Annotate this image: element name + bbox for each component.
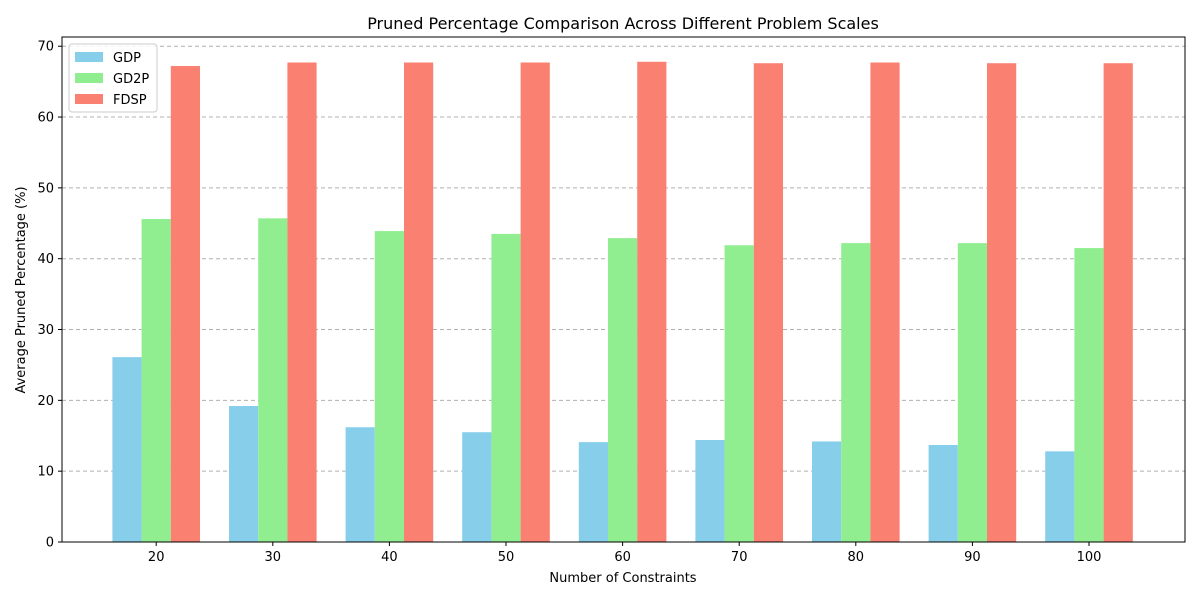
legend-swatch-gd2p bbox=[75, 73, 103, 83]
plot-frame bbox=[61, 36, 1186, 543]
y-tick-label: 60 bbox=[37, 111, 54, 126]
legend-swatch-gdp bbox=[75, 52, 103, 62]
y-tick-label: 40 bbox=[37, 252, 54, 267]
bar-gd2p-100 bbox=[1074, 248, 1104, 542]
bars-layer bbox=[112, 61, 1133, 543]
bar-gdp-40 bbox=[345, 427, 375, 542]
bar-gdp-30 bbox=[229, 406, 259, 542]
bar-gdp-80 bbox=[812, 441, 842, 542]
x-tick-label: 80 bbox=[848, 550, 865, 565]
x-tick-label: 30 bbox=[265, 550, 282, 565]
bar-gd2p-30 bbox=[258, 218, 288, 543]
bar-fdsp-40 bbox=[404, 62, 434, 543]
y-tick-label: 30 bbox=[37, 323, 54, 338]
x-tick-label: 70 bbox=[731, 550, 748, 565]
bar-gd2p-50 bbox=[491, 233, 521, 542]
bar-gdp-20 bbox=[112, 357, 142, 542]
bar-fdsp-20 bbox=[170, 66, 201, 542]
bar-gdp-60 bbox=[578, 442, 609, 542]
x-tick-label: 100 bbox=[1077, 550, 1102, 565]
bar-fdsp-100 bbox=[1103, 63, 1133, 542]
y-tick-label: 50 bbox=[37, 181, 54, 196]
bar-fdsp-30 bbox=[287, 62, 317, 543]
bar-fdsp-90 bbox=[987, 63, 1017, 542]
bar-fdsp-70 bbox=[753, 63, 784, 542]
bar-gdp-70 bbox=[695, 440, 725, 542]
bar-gd2p-90 bbox=[957, 243, 988, 542]
bar-gdp-50 bbox=[462, 432, 492, 542]
legend-label-gd2p: GD2P bbox=[113, 72, 149, 87]
bar-gd2p-70 bbox=[724, 245, 754, 542]
legend-swatch-fdsp bbox=[75, 94, 103, 104]
x-tick-label: 20 bbox=[148, 550, 165, 565]
legend: GDP GD2P FDSP bbox=[68, 43, 158, 113]
y-tick-label: 0 bbox=[46, 536, 54, 551]
bar-gd2p-80 bbox=[841, 243, 871, 542]
axes-layer: 0 10 20 30 40 50 60 70 20 30 40 50 60 70 80 90 100 bbox=[37, 36, 1186, 565]
legend-label-fdsp: FDSP bbox=[113, 93, 147, 108]
bar-gd2p-20 bbox=[141, 219, 171, 542]
x-tick-label: 60 bbox=[614, 550, 631, 565]
y-tick-label: 10 bbox=[37, 465, 54, 480]
chart-title: Pruned Percentage Comparison Across Diff… bbox=[367, 14, 879, 33]
x-tick-label: 40 bbox=[381, 550, 398, 565]
y-axis-label: Average Pruned Percentage (%) bbox=[14, 186, 29, 393]
bar-fdsp-50 bbox=[520, 62, 550, 543]
x-tick-label: 90 bbox=[964, 550, 981, 565]
legend-label-gdp: GDP bbox=[113, 51, 141, 66]
bar-gd2p-40 bbox=[374, 231, 405, 542]
y-tick-label: 20 bbox=[37, 394, 54, 409]
bar-gdp-90 bbox=[928, 444, 958, 542]
bar-gdp-100 bbox=[1045, 451, 1075, 542]
x-axis-label: Number of Constraints bbox=[549, 571, 696, 586]
x-tick-label: 50 bbox=[498, 550, 515, 565]
bar-fdsp-80 bbox=[870, 62, 900, 543]
y-tick-label: 70 bbox=[37, 40, 54, 55]
bar-gd2p-60 bbox=[608, 238, 638, 542]
bar-fdsp-60 bbox=[637, 61, 667, 543]
